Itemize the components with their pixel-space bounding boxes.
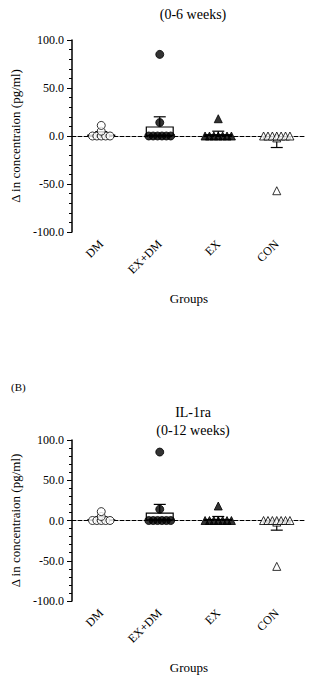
svg-text:EX+DM: EX+DM (125, 237, 165, 277)
svg-text:100.0: 100.0 (37, 433, 64, 447)
svg-text:Δ in concentraion (pg/ml): Δ in concentraion (pg/ml) (8, 454, 23, 588)
svg-text:EX: EX (202, 237, 223, 258)
svg-text:Δ in concentraion (pg/ml): Δ in concentraion (pg/ml) (8, 69, 23, 203)
svg-text:-50.0: -50.0 (39, 177, 64, 191)
svg-text:0.0: 0.0 (49, 514, 64, 528)
svg-text:50.0: 50.0 (43, 81, 64, 95)
svg-text:-100.0: -100.0 (33, 225, 64, 239)
svg-text:IL-1ra: IL-1ra (175, 405, 212, 420)
svg-text:EX: EX (202, 606, 223, 627)
svg-text:DM: DM (83, 237, 107, 261)
svg-text:Groups: Groups (170, 660, 208, 675)
svg-text:(0-12 weeks): (0-12 weeks) (156, 423, 230, 439)
svg-text:50.0: 50.0 (43, 473, 64, 487)
svg-text:CON: CON (254, 237, 282, 265)
svg-text:Groups: Groups (170, 291, 208, 306)
svg-text:EX+DM: EX+DM (125, 606, 165, 646)
svg-text:100.0: 100.0 (37, 33, 64, 47)
svg-text:(0-6 weeks): (0-6 weeks) (160, 7, 227, 23)
svg-text:-100.0: -100.0 (33, 594, 64, 608)
svg-text:0.0: 0.0 (49, 129, 64, 143)
svg-text:DM: DM (83, 606, 107, 630)
svg-text:(B): (B) (11, 381, 26, 394)
svg-text:-50.0: -50.0 (39, 554, 64, 568)
svg-text:CON: CON (254, 606, 282, 634)
